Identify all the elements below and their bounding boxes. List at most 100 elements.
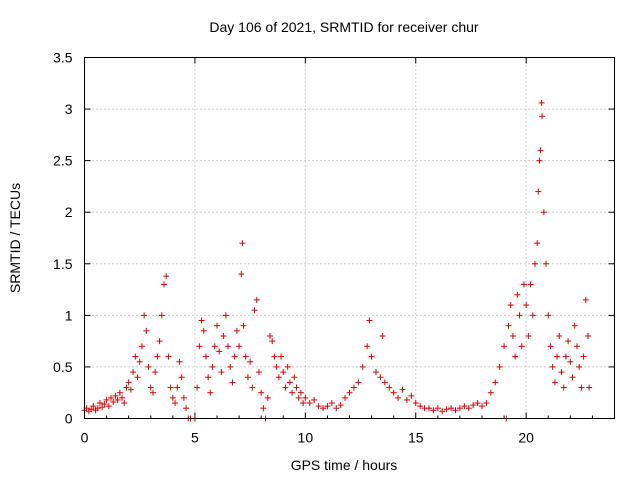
data-point — [346, 389, 353, 396]
data-point — [512, 353, 519, 360]
data-point — [523, 302, 530, 309]
data-point — [456, 405, 463, 412]
data-point — [333, 405, 340, 412]
data-point — [116, 389, 123, 396]
data-point — [167, 384, 174, 391]
grid-lines — [84, 57, 615, 419]
data-point — [280, 369, 287, 376]
data-point — [255, 369, 262, 376]
data-point — [138, 343, 145, 350]
data-point — [549, 363, 556, 370]
data-point — [99, 404, 106, 411]
data-point — [366, 317, 373, 324]
data-point — [231, 353, 238, 360]
data-point — [152, 369, 159, 376]
data-point — [434, 405, 441, 412]
data-point — [514, 291, 521, 298]
y-tick-label: 0 — [65, 411, 73, 427]
data-point — [293, 384, 300, 391]
data-point — [426, 405, 432, 412]
data-point — [408, 392, 415, 399]
data-point — [452, 407, 459, 414]
data-point — [88, 406, 95, 413]
data-point — [161, 281, 167, 288]
axis-ticks — [84, 57, 615, 419]
data-point — [337, 402, 344, 409]
data-point — [558, 369, 565, 376]
data-point — [571, 322, 578, 329]
data-point — [244, 374, 251, 381]
data-point — [258, 389, 265, 396]
data-point — [198, 317, 205, 324]
data-point — [267, 332, 273, 339]
data-point — [534, 240, 541, 247]
data-point — [176, 358, 183, 365]
data-point — [562, 353, 569, 360]
data-point — [200, 327, 207, 334]
data-point — [520, 281, 527, 288]
data-point — [516, 312, 523, 319]
data-point — [158, 312, 165, 319]
data-point — [461, 403, 468, 410]
data-point — [211, 343, 218, 350]
data-point — [222, 312, 229, 319]
data-point — [306, 400, 313, 407]
data-point — [123, 384, 130, 391]
data-points — [81, 99, 593, 422]
data-point — [529, 312, 536, 319]
data-point — [479, 403, 485, 410]
data-point — [275, 374, 282, 381]
data-point — [543, 260, 550, 267]
y-tick-label: 1.5 — [53, 256, 73, 272]
data-point — [143, 327, 150, 334]
data-point — [501, 343, 508, 350]
y-tick-label: 0.5 — [53, 359, 73, 375]
data-point — [209, 363, 216, 370]
y-tick-label: 3.5 — [53, 50, 73, 66]
data-point — [249, 384, 256, 391]
data-point — [368, 353, 375, 360]
data-point — [273, 363, 280, 370]
data-point — [483, 400, 490, 407]
data-point — [269, 338, 276, 345]
data-point — [417, 403, 424, 410]
data-point — [439, 408, 446, 415]
data-point — [412, 400, 419, 407]
y-tick-label: 2 — [65, 204, 73, 220]
data-point — [119, 394, 126, 401]
data-point — [282, 384, 289, 391]
data-point — [238, 271, 245, 278]
data-point — [169, 394, 176, 401]
data-point — [214, 322, 220, 329]
data-point — [582, 296, 589, 303]
data-point — [251, 307, 258, 314]
data-point — [328, 400, 335, 407]
data-point — [130, 369, 137, 376]
data-point — [291, 374, 298, 381]
data-point — [540, 209, 547, 216]
data-point — [202, 353, 209, 360]
data-point — [220, 332, 227, 339]
data-point — [207, 389, 214, 396]
data-point — [284, 363, 291, 370]
data-point — [315, 403, 322, 410]
data-point — [96, 400, 103, 407]
data-point — [225, 343, 232, 350]
data-point — [260, 405, 267, 412]
data-point — [242, 353, 249, 360]
data-point — [156, 338, 163, 345]
data-point — [205, 374, 212, 381]
data-point — [229, 379, 236, 386]
data-point — [536, 157, 543, 164]
data-point — [127, 386, 134, 393]
data-point — [355, 379, 362, 386]
data-point — [103, 396, 110, 403]
data-point — [94, 405, 101, 412]
data-point — [547, 343, 554, 350]
data-point — [403, 396, 410, 403]
data-point — [342, 394, 349, 401]
data-point — [578, 384, 585, 391]
data-point — [430, 407, 437, 414]
x-tick-label: 20 — [518, 430, 534, 446]
